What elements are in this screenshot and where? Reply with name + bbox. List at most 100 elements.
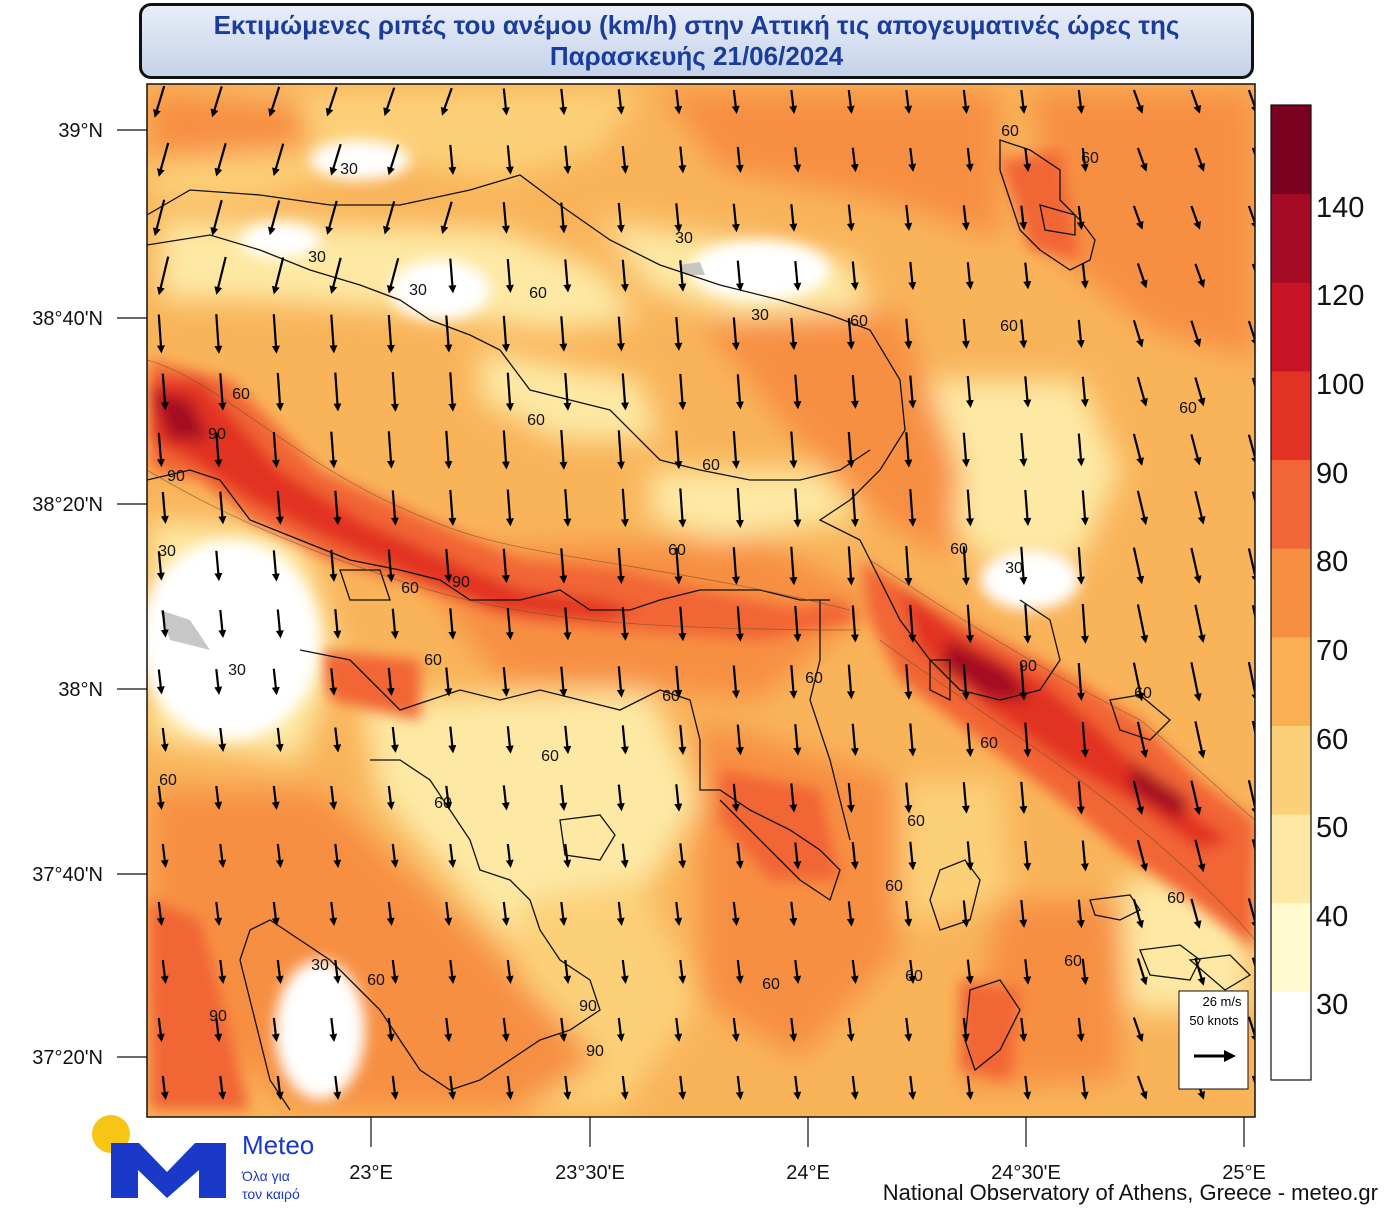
contour-label: 90 bbox=[1019, 658, 1037, 675]
contour-label: 90 bbox=[579, 998, 597, 1015]
colorbar-label: 30 bbox=[1316, 989, 1348, 1021]
wind-arrow-icon bbox=[1132, 547, 1145, 585]
wind-arrow-icon bbox=[160, 610, 169, 638]
contour-label: 60 bbox=[1167, 890, 1185, 907]
wind-arrow-icon bbox=[961, 1017, 970, 1042]
wind-arrow-icon bbox=[793, 1075, 802, 1100]
wind-arrow-icon bbox=[444, 667, 453, 697]
contour-label: 30 bbox=[409, 282, 427, 299]
wind-arrow-icon bbox=[444, 315, 453, 353]
colorbar-label: 90 bbox=[1316, 458, 1348, 490]
colorbar-label: 60 bbox=[1316, 724, 1348, 756]
wind-arrow-icon bbox=[1023, 1075, 1032, 1100]
wind-arrow-icon bbox=[1076, 1017, 1085, 1042]
wind-arrow-icon bbox=[793, 605, 802, 643]
wind-arrow-icon bbox=[563, 259, 572, 293]
colorbar-segment bbox=[1271, 105, 1311, 195]
wind-arrow-icon bbox=[559, 548, 568, 584]
wind-arrow-icon bbox=[1019, 433, 1028, 467]
wind-arrow-icon bbox=[218, 373, 227, 411]
wind-arrow-icon bbox=[620, 146, 629, 174]
wind-arrow-icon bbox=[846, 1017, 855, 1042]
wind-arrow-icon bbox=[390, 726, 399, 753]
wind-arrow-icon bbox=[563, 843, 572, 868]
contour-label: 60 bbox=[702, 457, 720, 474]
wind-arrow-icon bbox=[505, 607, 514, 641]
wind-arrow-icon bbox=[908, 1075, 917, 1100]
wind-arrow-icon bbox=[505, 959, 514, 984]
wind-arrow-icon bbox=[1019, 900, 1028, 928]
wind-arrow-icon bbox=[735, 374, 744, 410]
wind-arrow-icon bbox=[793, 147, 802, 173]
colorbar-label: 100 bbox=[1316, 369, 1364, 401]
wind-arrow-icon bbox=[1190, 320, 1202, 348]
wind-arrow-icon bbox=[275, 1075, 284, 1100]
wind-arrow-icon bbox=[1194, 604, 1206, 644]
wind-arrow-icon bbox=[846, 664, 855, 700]
wind-arrow-icon bbox=[559, 429, 568, 470]
wind-arrow-icon bbox=[1132, 662, 1145, 702]
wind-arrow-icon bbox=[674, 89, 683, 115]
wind-arrow-icon bbox=[271, 901, 280, 926]
lat-tick-label: 37°20'N bbox=[32, 1047, 103, 1069]
wind-arrow-icon bbox=[793, 488, 802, 528]
wind-arrow-icon bbox=[1080, 958, 1089, 986]
wind-arrow-icon bbox=[1080, 1075, 1089, 1100]
wind-arrow-icon bbox=[1076, 781, 1085, 815]
wind-arrow-icon bbox=[1132, 433, 1144, 466]
wind-arrow-icon bbox=[559, 666, 568, 698]
wind-arrow-icon bbox=[908, 605, 917, 643]
title-line-2: Παρασκευής 21/06/2024 bbox=[549, 41, 844, 71]
wind-arrow-icon bbox=[333, 372, 342, 412]
wind-arrow-icon bbox=[620, 843, 629, 869]
reference-arrowhead-icon bbox=[1224, 1050, 1236, 1062]
wind-arrow-icon bbox=[1076, 433, 1085, 467]
wind-arrow-icon bbox=[271, 550, 280, 582]
wind-arrow-icon bbox=[674, 547, 683, 585]
wind-arrow-icon bbox=[965, 147, 974, 172]
colorbar-segment bbox=[1271, 459, 1311, 549]
wind-arrow-icon bbox=[448, 726, 457, 754]
wind-arrow-icon bbox=[563, 959, 572, 984]
wind-arrow-icon bbox=[735, 1075, 744, 1100]
wind-arrow-icon bbox=[620, 373, 629, 411]
wind-arrow-icon bbox=[1076, 663, 1085, 701]
colorbar-segment bbox=[1271, 902, 1311, 992]
lat-tick-label: 38°20'N bbox=[32, 494, 103, 516]
wind-arrow-icon bbox=[157, 142, 170, 177]
wind-arrow-icon bbox=[1194, 839, 1206, 873]
wind-arrow-icon bbox=[908, 723, 917, 757]
wind-arrow-icon bbox=[731, 1017, 740, 1042]
wind-arrow-icon bbox=[210, 199, 223, 236]
wind-arrow-icon bbox=[735, 260, 744, 292]
wind-arrow-icon bbox=[850, 605, 859, 643]
wind-arrow-icon bbox=[793, 374, 802, 410]
wind-arrow-icon bbox=[559, 1017, 568, 1042]
wind-arrow-icon bbox=[1190, 205, 1202, 230]
wind-arrow-icon bbox=[1132, 319, 1144, 348]
wind-arrow-icon bbox=[1019, 781, 1028, 815]
wind-arrow-icon bbox=[160, 373, 169, 411]
wind-arrow-icon bbox=[965, 1075, 974, 1100]
wind-arrow-icon bbox=[271, 785, 280, 810]
wind-arrow-icon bbox=[214, 143, 227, 177]
wind-arrow-icon bbox=[559, 784, 568, 811]
wind-arrow-icon bbox=[1190, 434, 1202, 466]
wind-arrow-icon bbox=[789, 665, 798, 699]
wind-arrow-icon bbox=[1132, 205, 1144, 230]
wind-arrow-icon bbox=[731, 431, 740, 469]
wind-arrow-icon bbox=[616, 430, 625, 470]
wind-arrow-icon bbox=[390, 959, 399, 984]
colorbar-label: 40 bbox=[1316, 901, 1348, 933]
wind-arrow-icon bbox=[383, 201, 396, 235]
wind-arrow-icon bbox=[386, 314, 395, 353]
lat-tick-label: 39°N bbox=[58, 120, 103, 142]
wind-arrow-icon bbox=[333, 609, 342, 639]
wind-arrow-icon bbox=[908, 489, 917, 527]
contour-label: 90 bbox=[452, 574, 470, 591]
wind-arrow-icon bbox=[678, 1075, 687, 1100]
wind-arrow-icon bbox=[275, 727, 284, 753]
wind-arrow-icon bbox=[156, 314, 165, 354]
colorbar-label: 50 bbox=[1316, 812, 1348, 844]
wind-arrow-icon bbox=[1251, 491, 1255, 505]
